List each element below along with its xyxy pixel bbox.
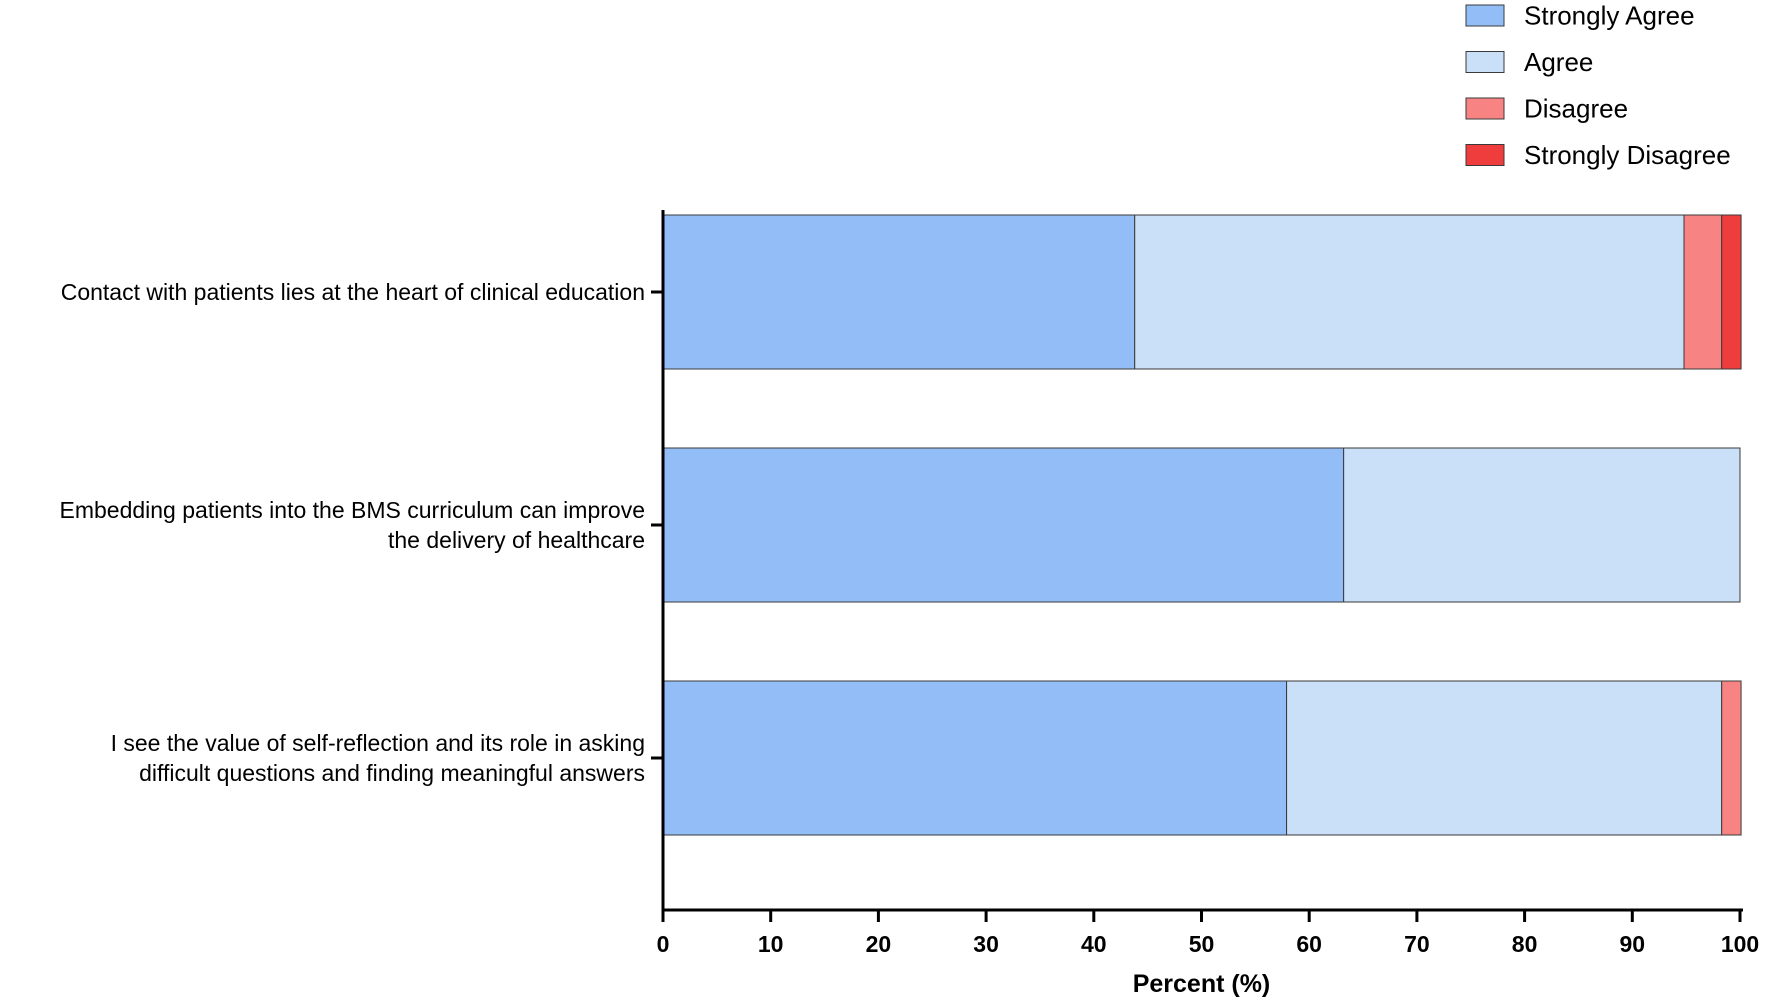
category-label-2-line-2: the delivery of healthcare — [388, 527, 645, 553]
category-label-3-line-2: difficult questions and finding meaningf… — [139, 760, 645, 786]
bar-strongly-disagree-1 — [1721, 214, 1742, 370]
x-axis-title: Percent (%) — [1133, 970, 1271, 998]
legend-swatch-disagree — [1465, 97, 1505, 120]
bar-disagree-1 — [1683, 214, 1723, 370]
x-tick-label-20: 20 — [866, 931, 892, 957]
x-tick-label-40: 40 — [1081, 931, 1107, 957]
bar-agree-3 — [1286, 680, 1723, 836]
bar-strongly-agree-1 — [662, 214, 1136, 370]
x-tick-label-90: 90 — [1620, 931, 1646, 957]
x-tick-label-80: 80 — [1512, 931, 1538, 957]
legend-label-strongly-disagree: Strongly Disagree — [1524, 140, 1731, 170]
legend-label-agree: Agree — [1524, 47, 1593, 77]
x-tick-label-50: 50 — [1189, 931, 1215, 957]
bars-group — [662, 214, 1742, 836]
x-tick-label-0: 0 — [657, 931, 670, 957]
category-label-3-line-1: I see the value of self-reflection and i… — [111, 730, 645, 756]
category-labels-group: Contact with patients lies at the heart … — [59, 279, 663, 786]
legend-label-strongly-agree: Strongly Agree — [1524, 1, 1695, 31]
legend-label-disagree: Disagree — [1524, 94, 1628, 124]
legend-swatch-strongly-agree — [1465, 4, 1505, 27]
bar-agree-2 — [1343, 447, 1741, 603]
x-tick-label-100: 100 — [1721, 931, 1759, 957]
category-label-1-line-1: Contact with patients lies at the heart … — [61, 279, 645, 305]
x-tick-label-60: 60 — [1296, 931, 1322, 957]
legend: Strongly Agree Agree Disagree Strongly Disa… — [1465, 1, 1731, 170]
bar-strongly-agree-2 — [662, 447, 1345, 603]
x-tick-label-30: 30 — [973, 931, 999, 957]
bar-disagree-3 — [1721, 680, 1742, 836]
x-tick-label-70: 70 — [1404, 931, 1430, 957]
category-label-2-line-1: Embedding patients into the BMS curricul… — [59, 497, 645, 523]
bar-strongly-agree-3 — [662, 680, 1288, 836]
x-tick-label-10: 10 — [758, 931, 784, 957]
legend-swatch-agree — [1465, 51, 1505, 73]
legend-swatch-strongly-disagree — [1465, 144, 1505, 166]
axes-group: 0 10 20 30 40 50 60 70 80 90 100 Percent (%) — [657, 210, 1759, 998]
bar-agree-1 — [1134, 214, 1685, 370]
